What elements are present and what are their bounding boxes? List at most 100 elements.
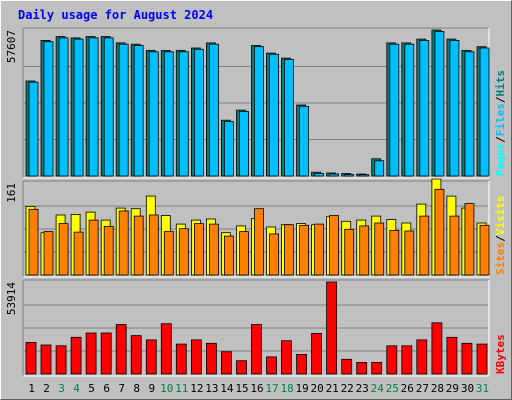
sites-bar [148,214,159,276]
sites-bar [299,224,310,276]
files-bar [73,38,84,177]
kbytes-bar [175,343,187,375]
y-max-label: 53914 [5,282,18,315]
kbytes-bar [401,345,413,375]
files-bar [359,174,370,177]
kbytes-bar [190,339,202,375]
kbytes-bar [220,351,232,375]
sites-bar [464,203,475,276]
files-bar [329,173,340,177]
kbytes-bar [266,356,277,375]
sites-bar [239,231,249,276]
x-tick-label: 2 [43,382,50,395]
x-tick-label: 10 [160,382,173,395]
legend-hits: Hits [494,70,507,97]
x-tick-label: 12 [190,382,203,395]
x-tick-label: 9 [148,382,155,395]
sites-bar [88,219,99,276]
x-tick-label: 14 [220,382,234,395]
legend: Pages/Files/Hits [494,70,507,176]
legend: Sites/Visits [494,196,507,276]
kbytes-panel: 53914 KBytes [5,279,507,377]
legend: KBytes [494,334,507,374]
x-tick-label: 5 [88,382,95,395]
x-tick-label: 4 [73,382,80,395]
x-tick-label: 6 [103,382,110,395]
kbytes-bar [431,322,443,375]
sites-bar [284,224,294,276]
x-tick-label: 15 [235,382,248,395]
kbytes-bar [446,336,458,375]
legend-separator: / [494,235,507,242]
sites-bar [434,188,445,276]
x-tick-label: 26 [401,382,414,395]
x-tick-label: 29 [446,382,459,395]
x-tick-label: 13 [205,382,218,395]
sites-bar [103,225,114,276]
sites-bar [193,223,204,276]
files-bar [193,48,204,177]
legend-separator: / [494,136,507,143]
x-tick-label: 8 [133,382,140,395]
legend-visits: Visits [494,196,507,236]
files-bar [223,121,234,177]
kbytes-bar [326,281,338,375]
files-bar [133,45,144,177]
kbytes-bar [281,340,292,375]
kbytes-bar [386,345,398,375]
x-tick-label: 7 [118,382,125,395]
files-bar [434,31,445,177]
sites-bar [223,235,234,276]
sites-bar [43,231,54,276]
x-tick-label: 19 [295,382,308,395]
files-bar [464,51,475,177]
sites-bar [208,223,219,276]
sites-visits-panel: 161 Sites/Visits [5,178,507,278]
legend-sites: Sites [494,242,507,275]
sites-bar [254,208,264,276]
files-bar [208,43,219,177]
sites-bar [419,215,430,276]
x-tick-label: 22 [341,382,354,395]
kbytes-bar [476,343,488,375]
sites-bar [133,215,144,276]
files-bar [269,53,279,177]
x-tick-label: 23 [356,382,369,395]
files-bar [58,37,69,177]
kbytes-bar [296,353,308,375]
kbytes-bar [85,332,97,375]
legend-kbytes: KBytes [494,334,507,374]
y-max-label: 57607 [5,30,18,63]
x-tick-label: 16 [250,382,263,395]
x-tick-label: 21 [326,382,339,395]
x-tick-label: 11 [175,382,188,395]
files-bar [178,51,189,177]
sites-bar [374,222,385,276]
chart-title: Daily usage for August 2024 [18,8,214,22]
y-max-label: 161 [5,183,18,203]
kbytes-bar [115,324,127,375]
sites-bar [329,215,340,276]
x-tick-label: 30 [461,382,474,395]
kbytes-bar [205,342,217,375]
kbytes-bar [371,361,383,375]
sites-bar [479,224,490,276]
x-tick-label: 18 [280,382,293,395]
kbytes-bar [160,323,172,375]
kbytes-bar [251,324,262,375]
files-bar [43,41,54,177]
kbytes-bar [236,360,247,375]
kbytes-bar [130,335,142,375]
kbytes-bar [55,345,67,375]
kbytes-bar [40,344,52,375]
sites-bar [344,228,355,276]
sites-bar [58,223,69,276]
files-bar [299,105,310,177]
files-bar [148,51,159,177]
kbytes-bar [311,332,323,375]
sites-bar [359,225,370,276]
sites-bar [314,223,325,276]
kbytes-bar [70,336,82,375]
